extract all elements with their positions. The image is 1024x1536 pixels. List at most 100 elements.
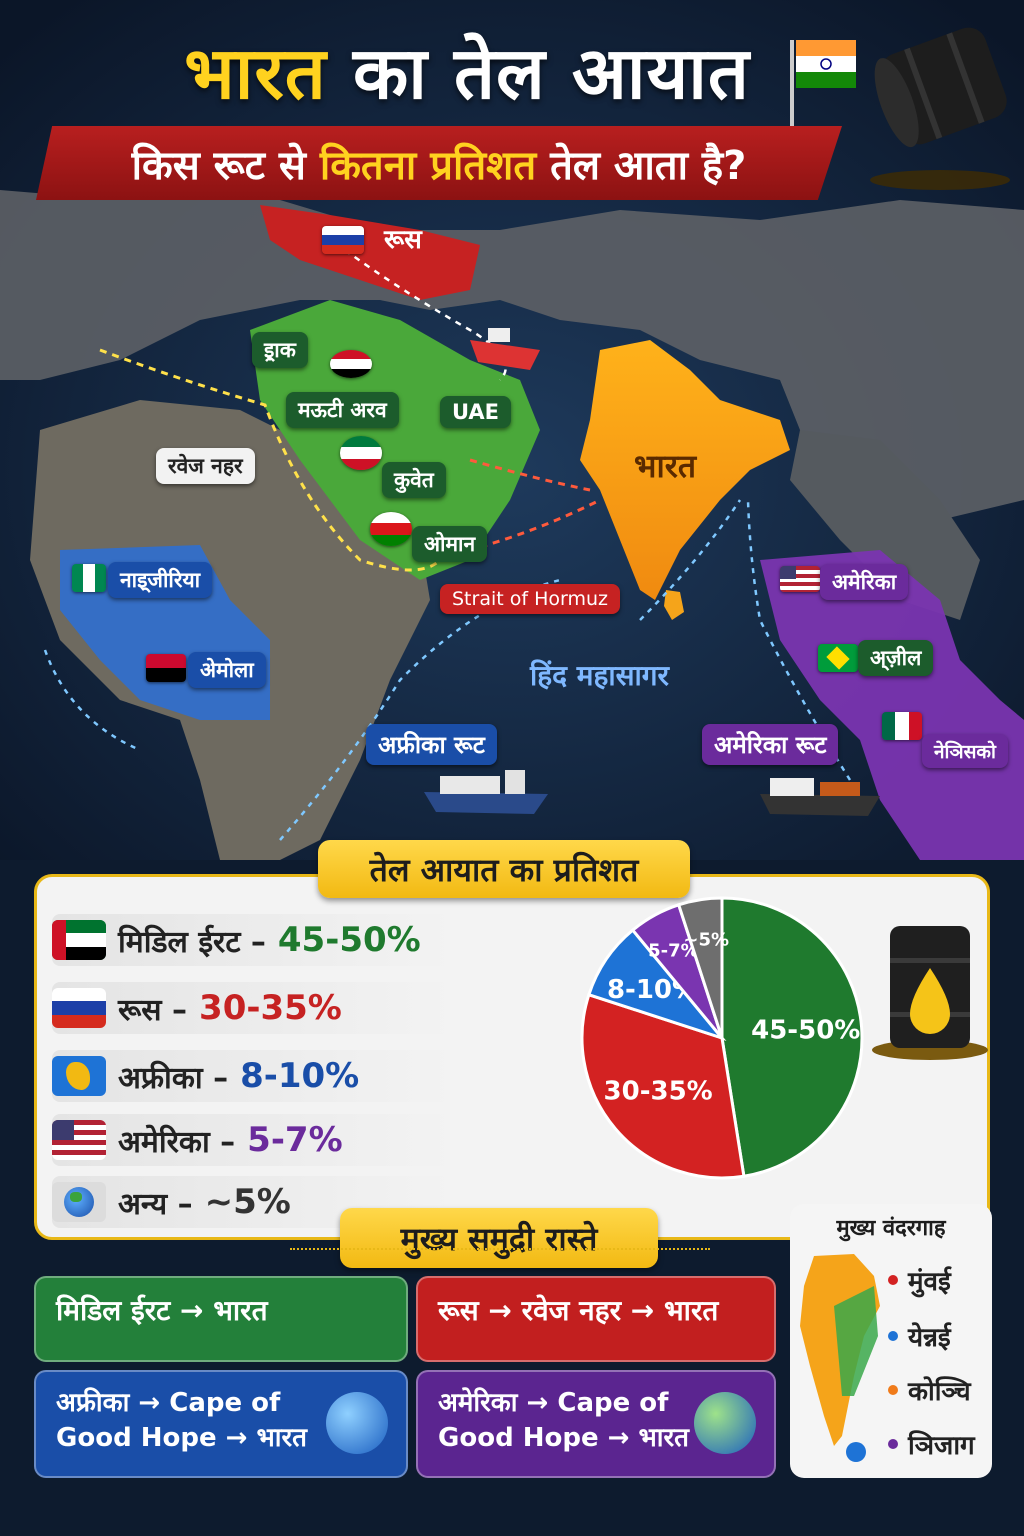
title-rest: का तेल आयात — [352, 31, 750, 115]
percent-header: तेल आयात का प्रतिशत — [318, 840, 690, 898]
percent-row-america: अमेरिका – 5-7% — [52, 1114, 452, 1166]
subtitle-part1: किस रूट से — [131, 142, 306, 189]
label-usa: अमेरिका — [820, 564, 909, 600]
americas-region — [760, 550, 1024, 860]
ocean-route-line — [639, 499, 742, 621]
route-text-line1: अमेरिका → Cape of — [438, 1388, 669, 1418]
ports-panel: मुख्य वंदरगाह मुंवई येन्नई कोञ्चि ञिजाग — [790, 1204, 992, 1478]
eurasia-landmass — [0, 170, 1024, 520]
percent-row-africa: अफ्रीका – 8-10% — [52, 1050, 452, 1102]
label-angola: अेमोला — [188, 652, 266, 688]
usa-flag-icon — [52, 1120, 106, 1160]
percent-row-russia: रूस – 30-35% — [52, 982, 452, 1034]
label-indian-ocean: हिंद महासागर — [530, 659, 669, 692]
globe-icon — [694, 1392, 756, 1454]
percent-label: अमेरिका – — [118, 1124, 236, 1160]
russia-tanker-icon — [470, 328, 540, 370]
label-nigeria: नाइ्जीरिया — [108, 562, 213, 598]
label-mexico: नेञिसको — [922, 734, 1008, 768]
route-text: मिडिल ईरट → भारत — [56, 1294, 268, 1327]
percent-label: अफ्रीका – — [118, 1060, 229, 1096]
port-mumbai: मुंवई — [888, 1262, 951, 1298]
india-flag-icon — [796, 40, 856, 88]
subtitle-part3: तेल आता है? — [550, 142, 747, 189]
russia-flag-icon — [52, 988, 106, 1028]
globe-icon — [326, 1392, 388, 1454]
import-share-pie-chart: 45-50%30-35%8-10%5-7%~5% — [580, 896, 864, 1180]
angola-flag-icon — [146, 654, 186, 682]
percent-value: 45-50% — [277, 920, 421, 960]
routes-header: मुख्य समुद्री रास्ते — [340, 1208, 658, 1268]
america-route-line — [746, 499, 852, 781]
oman-route-line — [429, 498, 601, 562]
port-dot — [888, 1275, 898, 1285]
route-card-middle-east: मिडिल ईरट → भारत — [34, 1276, 408, 1362]
russia-region — [260, 205, 480, 300]
route-text: रूस → रवेज नहर → भारत — [438, 1294, 719, 1327]
label-america-route: अमेरिका रूट — [702, 724, 839, 765]
africa-route-line — [279, 578, 561, 841]
pie-slice-label: 45-50% — [751, 1015, 860, 1045]
percent-label: अन्य – — [118, 1186, 193, 1222]
pie-slice — [720, 896, 864, 1178]
percent-value: 5-7% — [247, 1120, 343, 1160]
pie-slice-label: ~5% — [683, 929, 729, 950]
port-name: ञिजाग — [908, 1431, 975, 1461]
port-dot — [888, 1331, 898, 1341]
label-kuwait: कुवेत — [382, 462, 446, 498]
pie-slice — [580, 992, 746, 1180]
port-dot — [888, 1385, 898, 1395]
label-uae: UAE — [440, 396, 512, 428]
percent-value: 30-35% — [199, 988, 342, 1028]
pie-slice-label: 30-35% — [604, 1077, 713, 1107]
label-suez-canal: रवेज नहर — [156, 448, 255, 484]
route-text-line2: Good Hope → भारत — [56, 1423, 307, 1454]
percent-label: मिडिल ईरट – — [118, 924, 266, 960]
southeast-asia-landmass — [790, 430, 980, 620]
pie-slice — [676, 896, 724, 1039]
route-text-line2: Good Hope → भारत — [438, 1423, 689, 1454]
label-africa-route: अफ्रीका रूट — [366, 724, 497, 765]
port-name: कोञ्चि — [908, 1377, 971, 1407]
russia-flag-icon — [322, 226, 364, 254]
ports-title: मुख्य वंदरगाह — [836, 1216, 946, 1241]
port-name: मुंवई — [908, 1267, 951, 1297]
iraq-flag-icon — [330, 350, 372, 378]
uae-flag-icon — [52, 920, 106, 960]
percent-row-middle-east: मिडिल ईरट – 45-50% — [52, 914, 452, 966]
routes-divider — [290, 1248, 710, 1250]
port-dot — [888, 1439, 898, 1449]
pie-slice — [586, 928, 727, 1042]
sri-lanka — [664, 590, 684, 620]
brazil-flag-icon — [818, 644, 858, 672]
india-region — [580, 340, 790, 600]
percent-value: 8-10% — [240, 1056, 360, 1096]
percent-value: ~5% — [204, 1182, 291, 1222]
india-map-icon — [800, 1254, 880, 1462]
kuwait-flag-icon — [340, 436, 382, 470]
port-kochi: कोञ्चि — [888, 1372, 971, 1408]
america-tanker-icon — [760, 778, 880, 816]
africa-map-icon — [52, 1056, 106, 1096]
page-title: भारत का तेल आयात — [0, 22, 1024, 120]
label-oman: ओमान — [412, 526, 488, 562]
label-india: भारत — [634, 447, 697, 485]
subtitle-highlight: कितना प्रतिशत — [319, 142, 537, 189]
route-text-line1: अफ्रीका → Cape of — [56, 1388, 281, 1418]
subtitle-banner: किस रूट से कितना प्रतिशत तेल आता है? — [36, 126, 842, 200]
middle-east-region — [250, 300, 540, 580]
oman-flag-icon — [370, 512, 412, 546]
label-saudi-arabia: मऊटी अरव — [286, 392, 399, 428]
route-card-russia: रूस → रवेज नहर → भारत — [416, 1276, 776, 1362]
globe-icon — [52, 1182, 106, 1222]
pie-slice-label: 5-7% — [648, 941, 699, 962]
nigeria-flag-icon — [72, 564, 106, 592]
label-strait-of-hormuz: Strait of Hormuz — [440, 584, 620, 614]
percent-label: रूस – — [118, 992, 188, 1028]
label-brazil: अ्ज़ील — [858, 640, 934, 676]
port-name: येन्नई — [908, 1323, 951, 1353]
mexico-flag-icon — [882, 712, 922, 740]
label-russia: रूस — [384, 225, 422, 255]
gulf-route-line — [469, 458, 591, 492]
